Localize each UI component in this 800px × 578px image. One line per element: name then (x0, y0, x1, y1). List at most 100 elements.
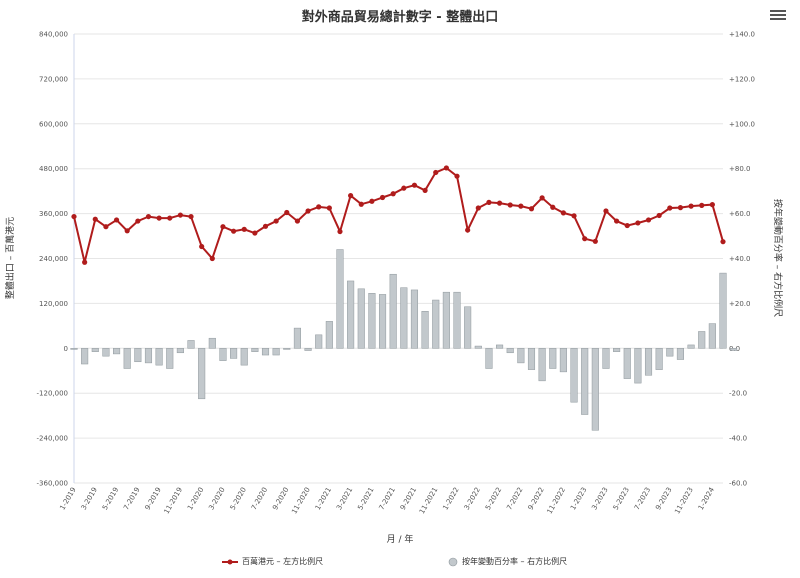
exports-point[interactable] (635, 220, 641, 226)
exports-point[interactable] (284, 209, 290, 216)
exports-point[interactable] (124, 228, 130, 234)
percent-bar[interactable] (527, 348, 536, 370)
exports-point[interactable] (571, 213, 577, 219)
percent-bar[interactable] (730, 348, 738, 351)
exports-point[interactable] (454, 173, 460, 179)
percent-bar[interactable] (293, 327, 301, 349)
percent-bar[interactable] (623, 348, 631, 379)
exports-point[interactable] (592, 238, 598, 244)
percent-bar[interactable] (464, 306, 472, 349)
percent-bar[interactable] (698, 331, 706, 349)
percent-bar[interactable] (198, 348, 206, 400)
exports-point[interactable] (475, 205, 481, 211)
exports-point[interactable] (241, 226, 247, 232)
exports-point[interactable] (656, 212, 662, 219)
percent-bar[interactable] (368, 293, 376, 349)
percent-bar[interactable] (496, 344, 504, 349)
exports-point[interactable] (92, 216, 98, 222)
percent-bar[interactable] (410, 289, 419, 349)
percent-bar[interactable] (581, 348, 589, 415)
exports-point[interactable] (316, 204, 322, 210)
exports-point[interactable] (177, 212, 183, 218)
exports-point[interactable] (252, 230, 258, 236)
percent-bar[interactable] (357, 288, 365, 349)
percent-bar[interactable] (325, 321, 333, 349)
percent-bar[interactable] (336, 249, 344, 349)
percent-bar[interactable] (506, 348, 514, 354)
exports-point[interactable] (699, 202, 705, 208)
exports-point[interactable] (135, 218, 141, 224)
exports-point[interactable] (465, 227, 471, 233)
percent-bar[interactable] (719, 272, 727, 349)
exports-point[interactable] (82, 259, 88, 265)
exports-point[interactable] (603, 208, 609, 214)
exports-point[interactable] (167, 215, 173, 221)
percent-bar[interactable] (272, 348, 280, 356)
exports-point[interactable] (528, 206, 535, 212)
exports-point[interactable] (390, 191, 396, 197)
percent-bar[interactable] (123, 348, 131, 369)
exports-point[interactable] (262, 223, 269, 229)
percent-bar[interactable] (144, 348, 153, 364)
percent-bar[interactable] (474, 345, 482, 349)
percent-bar[interactable] (315, 334, 323, 349)
percent-bar[interactable] (400, 287, 408, 349)
exports-point[interactable] (582, 236, 588, 242)
exports-point[interactable] (230, 228, 237, 234)
exports-point[interactable] (369, 198, 375, 204)
percent-bar[interactable] (591, 348, 599, 431)
exports-point[interactable] (507, 202, 513, 208)
exports-point[interactable] (518, 203, 524, 209)
exports-point[interactable] (560, 210, 567, 216)
legend-item-percent[interactable]: 按年變動百分率 – 右方比例尺 (448, 556, 567, 567)
percent-bar[interactable] (378, 294, 387, 349)
percent-bar[interactable] (176, 348, 184, 354)
exports-point[interactable] (645, 217, 652, 223)
percent-bar[interactable] (113, 348, 121, 355)
percent-bar[interactable] (155, 348, 163, 366)
hamburger-icon[interactable] (770, 8, 786, 22)
percent-bar[interactable] (485, 348, 493, 369)
percent-bar[interactable] (432, 299, 440, 349)
exports-point[interactable] (294, 218, 301, 224)
exports-point[interactable] (113, 217, 120, 223)
percent-bar[interactable] (634, 348, 642, 384)
exports-point[interactable] (688, 203, 694, 209)
percent-bar[interactable] (613, 348, 621, 352)
exports-point[interactable] (348, 193, 354, 199)
exports-point[interactable] (667, 205, 673, 211)
percent-bar[interactable] (166, 348, 174, 369)
exports-point[interactable] (103, 224, 109, 230)
exports-point[interactable] (401, 185, 407, 191)
exports-point[interactable] (337, 228, 343, 235)
percent-bar[interactable] (687, 344, 695, 349)
percent-bar[interactable] (304, 348, 312, 351)
exports-point[interactable] (145, 213, 152, 220)
percent-bar[interactable] (389, 273, 397, 349)
exports-point[interactable] (709, 202, 715, 208)
percent-bar[interactable] (283, 348, 291, 350)
percent-bar[interactable] (251, 348, 259, 352)
percent-bar[interactable] (134, 348, 142, 363)
exports-point[interactable] (411, 182, 418, 188)
exports-point[interactable] (720, 239, 726, 245)
percent-bar[interactable] (644, 348, 653, 376)
percent-bar[interactable] (517, 348, 525, 364)
percent-bar[interactable] (240, 348, 248, 366)
legend-item-exports[interactable]: 百萬港元 – 左方比例尺 (222, 556, 323, 567)
exports-point[interactable] (209, 255, 215, 262)
exports-point[interactable] (273, 218, 279, 224)
percent-bar[interactable] (347, 280, 355, 349)
exports-point[interactable] (433, 169, 439, 176)
exports-point[interactable] (220, 224, 226, 230)
percent-bar[interactable] (70, 348, 78, 350)
percent-bar[interactable] (453, 291, 461, 349)
exports-point[interactable] (71, 213, 77, 220)
percent-bar[interactable] (81, 348, 89, 365)
percent-bar[interactable] (570, 348, 578, 403)
exports-point[interactable] (486, 199, 492, 205)
exports-point[interactable] (539, 195, 545, 201)
percent-bar[interactable] (538, 348, 546, 382)
exports-point[interactable] (326, 205, 332, 211)
percent-bar[interactable] (230, 348, 238, 359)
